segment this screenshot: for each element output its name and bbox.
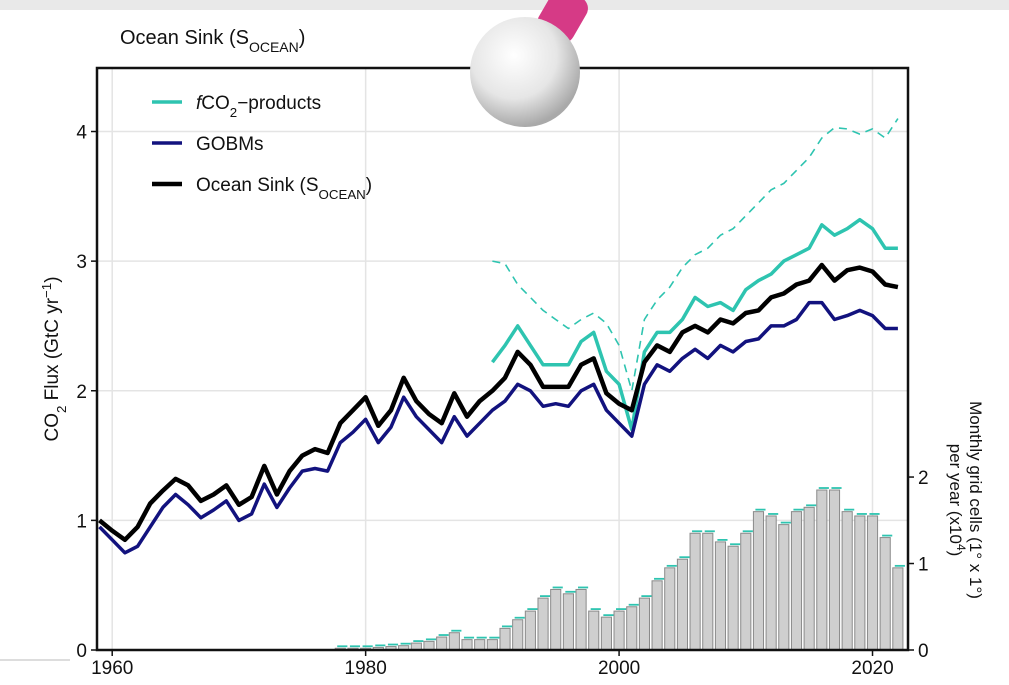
text-part: f: [196, 93, 203, 114]
series-line: [98, 300, 898, 555]
histogram-bar: [600, 616, 612, 651]
x-tick-label: 2000: [598, 658, 640, 679]
histogram-bar: [651, 580, 663, 651]
y2-tick-label: 1: [918, 555, 929, 576]
histogram-bar: [740, 532, 752, 651]
histogram-bar: [689, 532, 701, 651]
histogram-bar: [626, 606, 638, 651]
text-part: GOBMs: [196, 134, 264, 155]
histogram-bar: [575, 588, 587, 651]
histogram-bar: [499, 627, 511, 651]
histogram-bar: [676, 558, 689, 651]
text-part: ): [366, 175, 372, 196]
text-part: ): [299, 27, 306, 49]
pin-decoration: [470, 0, 588, 127]
y2-axis-label: per year (x104): [946, 444, 968, 556]
histogram-bar: [866, 515, 879, 651]
histogram-bar: [752, 511, 765, 651]
histogram-bar: [854, 515, 866, 651]
top-strip: [0, 0, 1009, 10]
y-tick-label: 3: [76, 252, 87, 273]
legend-label: fCO2−products: [196, 93, 321, 120]
text-part: Monthly grid cells (1° x 1°): [966, 401, 985, 599]
text-part: −1: [39, 283, 54, 298]
series-line: [491, 217, 898, 432]
series-line: [98, 262, 899, 543]
y-tick-label: 1: [76, 511, 87, 532]
text-part: 2: [230, 105, 237, 120]
chart-title: Ocean Sink (SOCEAN): [120, 27, 305, 55]
text-part: Ocean Sink (S: [120, 27, 249, 49]
histogram-bar: [562, 593, 574, 651]
histogram-bar: [778, 524, 790, 651]
text-part: 2: [54, 406, 69, 413]
legend-label: Ocean Sink (SOCEAN): [196, 175, 372, 202]
histogram-bar: [664, 567, 676, 651]
y-tick-label: 2: [76, 382, 87, 403]
text-part: 4: [954, 544, 968, 551]
histogram-bar: [765, 515, 777, 651]
legend-label: GOBMs: [196, 134, 264, 155]
text-part: ): [946, 551, 965, 557]
histogram-bar: [524, 610, 536, 651]
histogram-bar: [474, 639, 486, 651]
histogram-bar: [448, 632, 460, 651]
x-tick-label: 1980: [345, 658, 387, 679]
y-tick-label: 0: [76, 641, 87, 662]
histogram-bar: [486, 639, 498, 651]
y-tick-label: 4: [76, 123, 87, 144]
histogram-bar: [423, 640, 435, 651]
histogram-bar: [638, 597, 650, 651]
histogram-bar: [803, 506, 815, 651]
legend: fCO2−products GOBMs Ocean Sink (SOCEAN): [152, 93, 372, 202]
series-line: [492, 118, 899, 392]
histogram-bar: [461, 639, 473, 651]
histogram-bar: [790, 511, 803, 651]
histogram-bar: [588, 610, 600, 651]
y2-tick-label: 2: [918, 468, 929, 489]
y2-axis-label: Monthly grid cells (1° x 1°): [966, 401, 985, 599]
text-part: OCEAN: [249, 39, 299, 55]
histogram-bar: [613, 610, 625, 651]
text-part: CO: [42, 413, 63, 442]
text-part: OCEAN: [319, 187, 366, 202]
text-part: −products: [237, 93, 321, 114]
histogram-bar: [436, 636, 448, 651]
text-part: ): [42, 276, 63, 282]
y2-tick-label: 0: [918, 641, 929, 662]
histogram-bar: [828, 489, 841, 651]
text-part: Flux (GtC yr: [42, 297, 63, 405]
y-axis-label: CO2 Flux (GtC yr−1): [39, 276, 69, 441]
text-part: per year (x10: [946, 444, 965, 544]
histogram-bar: [537, 597, 549, 651]
histogram-bar: [816, 489, 828, 651]
histogram-bar: [714, 541, 727, 651]
text-part: Ocean Sink (S: [196, 175, 319, 196]
x-tick-label: 1960: [91, 658, 133, 679]
histogram-bar: [892, 567, 904, 651]
histogram-bar: [879, 537, 891, 651]
histogram-bar: [702, 532, 714, 651]
histogram-bar: [841, 511, 853, 651]
x-tick-label: 2020: [851, 658, 893, 679]
histogram-bar: [550, 588, 562, 651]
text-part: CO: [201, 93, 230, 114]
pin-ball: [470, 17, 580, 127]
histogram-bar: [512, 619, 524, 651]
histogram-bar: [727, 545, 739, 651]
